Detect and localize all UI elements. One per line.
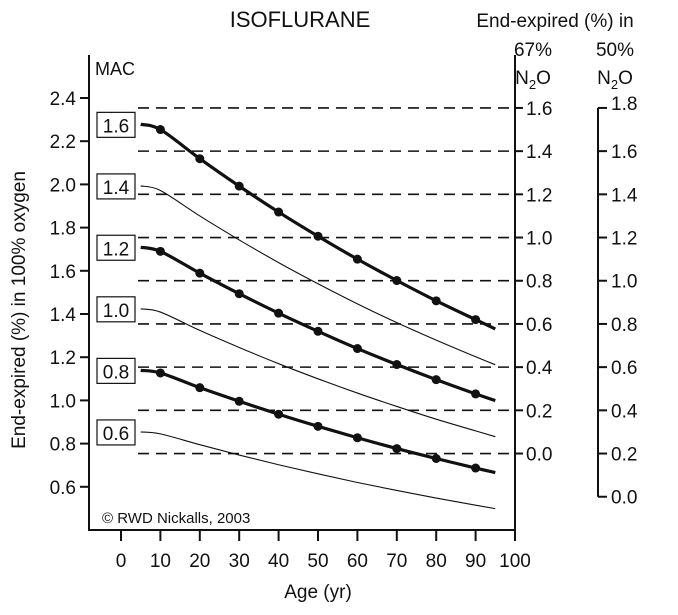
data-point-mac-1.6 (195, 154, 205, 164)
data-point-mac-1.2 (431, 375, 441, 385)
mac-label-box (96, 111, 136, 138)
data-point-mac-1.2 (352, 344, 362, 354)
y-tick-label: 1.2 (50, 348, 76, 369)
x-tick-label: 40 (268, 551, 289, 572)
curve-mac-1.0 (140, 308, 496, 438)
data-point-mac-1.6 (274, 207, 284, 217)
right-50-tick-label: 1.4 (611, 185, 638, 206)
data-point-mac-1.6 (392, 276, 402, 286)
x-tick-label: 0 (116, 551, 127, 572)
data-point-mac-0.8 (471, 463, 481, 473)
data-point-mac-0.8 (234, 396, 244, 406)
right-axis-50-label: 50% (596, 40, 634, 61)
x-tick-label: 50 (307, 551, 328, 572)
right-50-tick-label: 0.4 (611, 401, 638, 422)
x-tick-label: 10 (150, 551, 171, 572)
right-50-tick-label: 0.6 (611, 358, 637, 379)
data-point-mac-1.2 (313, 326, 323, 336)
dashed-gridlines (138, 107, 510, 455)
data-point-mac-1.6 (431, 296, 441, 306)
data-point-mac-0.8 (431, 454, 441, 464)
right-axis-67-n2o: N2O (515, 68, 551, 92)
curve-mac-1.4 (140, 185, 496, 366)
right-50-tick-label: 0.0 (611, 488, 637, 509)
right-67-tick-label: 0.6 (526, 315, 552, 336)
mac-label-box (96, 173, 136, 200)
curve-mac-0.6 (140, 431, 496, 510)
mac-label-1.0: 1.0 (103, 301, 129, 322)
right-50-tick-label: 1.8 (611, 94, 637, 115)
right-67-tick-label: 0.2 (526, 401, 552, 422)
data-point-mac-1.6 (352, 254, 362, 264)
x-tick-label: 90 (465, 551, 486, 572)
mac-label-box (96, 419, 136, 446)
right-50-tick-label: 0.2 (611, 445, 637, 466)
y-tick-label: 2.2 (50, 132, 76, 153)
right-67-tick-label: 0.4 (526, 358, 553, 379)
data-point-mac-1.2 (274, 308, 284, 318)
x-tick-label: 80 (426, 551, 447, 572)
mac-label-box (96, 296, 136, 323)
right-67-tick-label: 1.6 (526, 99, 552, 120)
right-50-tick-label: 0.8 (611, 315, 637, 336)
y-tick-label: 1.0 (50, 391, 76, 412)
y-unit-label: MAC (95, 59, 135, 79)
x-tick-label: 100 (499, 551, 531, 572)
x-tick-label: 20 (189, 551, 210, 572)
mac-label-1.4: 1.4 (103, 178, 130, 199)
y-tick-label: 0.6 (50, 478, 76, 499)
x-tick-label: 60 (347, 551, 368, 572)
right-67-tick-label: 0.0 (526, 445, 552, 466)
data-point-mac-1.2 (471, 389, 481, 399)
right-67-tick-label: 1.4 (526, 142, 553, 163)
y-tick-label: 2.4 (50, 89, 77, 110)
mac-label-1.2: 1.2 (103, 239, 129, 260)
x-axis-label: Age (yr) (284, 582, 352, 603)
right-67-tick-label: 1.0 (526, 229, 552, 250)
mac-label-0.8: 0.8 (103, 362, 129, 383)
mac-label-1.6: 1.6 (103, 116, 129, 137)
axis-ticks: 2.4 2.2 2.0 1.8 1.6 1.4 1.2 1.0 0.8 0.6 0 10 20 30 40 5… (50, 89, 638, 572)
mac-label-box (96, 234, 136, 261)
y-tick-label: 1.6 (50, 262, 76, 283)
data-point-mac-0.8 (392, 444, 402, 454)
y-tick-label: 1.4 (50, 305, 77, 326)
series-group: 1.6 1.4 1.2 1.0 0.8 0.6 (96, 111, 496, 510)
right-67-tick-label: 0.8 (526, 272, 552, 293)
chart-title: ISOFLURANE (230, 7, 371, 32)
mac-label-box (96, 357, 136, 384)
data-point-mac-1.6 (313, 231, 323, 241)
data-point-mac-1.6 (155, 125, 165, 135)
right-axis-67-label: 67% (514, 40, 552, 61)
data-point-mac-1.2 (195, 268, 205, 278)
plot-frame (88, 55, 599, 531)
data-point-mac-0.8 (195, 383, 205, 393)
data-point-mac-0.8 (274, 409, 284, 419)
copyright-annotation: © RWD Nickalls, 2003 (102, 510, 250, 527)
curve-mac-1.6 (140, 122, 496, 331)
right-67-tick-label: 1.2 (526, 185, 552, 206)
data-point-mac-1.2 (392, 360, 402, 370)
data-point-mac-0.8 (313, 421, 323, 431)
data-point-mac-1.6 (234, 181, 244, 191)
data-point-mac-0.8 (352, 433, 362, 443)
data-point-mac-1.6 (471, 315, 481, 325)
x-tick-label: 30 (229, 551, 250, 572)
mac-label-0.6: 0.6 (103, 424, 129, 445)
y-tick-label: 2.0 (50, 175, 76, 196)
right-axis-50-n2o: N2O (597, 68, 633, 92)
data-point-mac-1.2 (155, 246, 165, 256)
data-point-mac-1.2 (234, 289, 244, 299)
right-50-tick-label: 1.0 (611, 272, 637, 293)
right-50-tick-label: 1.2 (611, 229, 637, 250)
x-tick-label: 70 (386, 551, 407, 572)
right-axis-title: End-expired (%) in (476, 11, 633, 32)
y-tick-label: 0.8 (50, 435, 76, 456)
right-50-tick-label: 1.6 (611, 142, 637, 163)
y-tick-label: 1.8 (50, 219, 76, 240)
y-axis-label: End-expired (%) in 100% oxygen (9, 171, 30, 449)
data-point-mac-0.8 (155, 368, 165, 378)
